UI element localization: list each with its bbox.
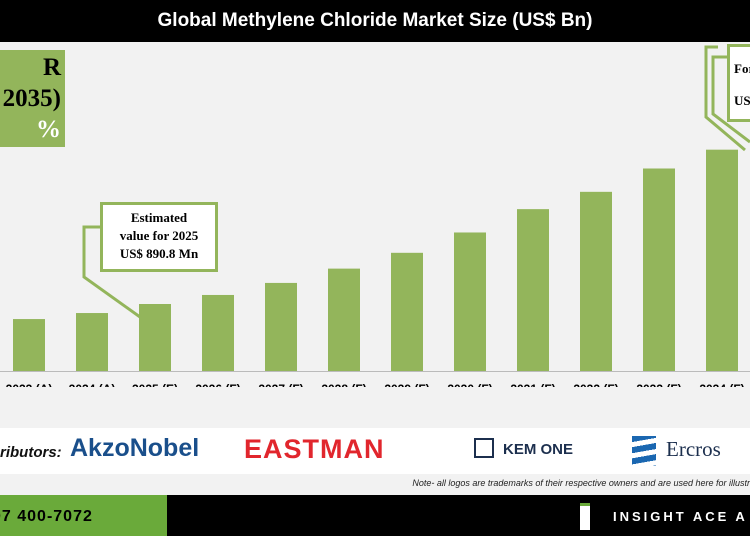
brand-logo-icon	[580, 503, 590, 530]
callout-connector-right	[704, 45, 746, 152]
bar-chart: 2023 (A) 2024 (A) 2025 (E) 2026 (F) 2027 (F)…	[0, 45, 750, 387]
x-tick-label: 2023 (A)	[6, 382, 53, 387]
phone-number: 07 400-7072	[0, 495, 167, 536]
x-tick-label: 2034 (F)	[699, 382, 744, 387]
bar-2031 (F)	[517, 209, 549, 371]
bar-2026 (F)	[202, 294, 234, 371]
callout-line: For	[734, 61, 750, 76]
x-tick-label: 2033 (F)	[636, 382, 681, 387]
ercros-icon	[632, 436, 656, 466]
cagr-box: R 2035) %	[0, 50, 65, 147]
trademark-note: Note- all logos are trademarks of their …	[412, 478, 750, 488]
bar-2028 (F)	[328, 268, 360, 371]
cagr-line-1: R	[42, 54, 61, 81]
chart-title: Global Methylene Chloride Market Size (U…	[0, 0, 750, 42]
cagr-line-2: 2035)	[2, 85, 61, 112]
x-tick-label: 2029 (F)	[384, 382, 429, 387]
x-tick-label: 2028 (F)	[321, 382, 366, 387]
bar-2032 (F)	[580, 191, 612, 371]
bar-2025 (E)	[139, 304, 171, 371]
logo-akzonobel: AkzoNobel	[70, 434, 200, 462]
callout-forecast: For US$	[727, 44, 750, 122]
callout-connector-right	[711, 55, 750, 144]
callout-line: US$ 890.8 Mn	[119, 246, 199, 261]
bar-2030 (F)	[454, 232, 486, 371]
distributors-label: ributors:	[0, 444, 62, 461]
callout-line: Estimated	[130, 210, 188, 225]
kemone-icon	[474, 438, 494, 458]
bar-2027 (F)	[265, 282, 297, 371]
x-tick-label: 2024 (A)	[69, 382, 116, 387]
x-tick-label: 2030 (F)	[447, 382, 492, 387]
callout-2025: Estimated value for 2025 US$ 890.8 Mn	[100, 202, 218, 272]
cagr-value: %	[36, 116, 61, 143]
callout-line: value for 2025	[119, 228, 199, 243]
bar-2033 (F)	[643, 168, 675, 371]
bar-2023 (A)	[13, 319, 45, 371]
logo-ercros: Ercros	[666, 437, 721, 461]
distributors-logos: ributors: AkzoNobel EASTMAN KEM ONE Ercr…	[0, 428, 750, 474]
x-tick-label: 2031 (F)	[510, 382, 555, 387]
logo-kemone: KEM ONE	[503, 441, 574, 458]
x-tick-label: 2027 (F)	[258, 382, 303, 387]
bar-2034 (F)	[706, 149, 738, 371]
logo-eastman: EASTMAN	[244, 434, 385, 464]
x-tick-label: 2032 (F)	[573, 382, 618, 387]
x-tick-label: 2025 (E)	[132, 382, 178, 387]
bar-2029 (F)	[391, 252, 423, 371]
callout-line: US$	[734, 93, 750, 108]
footer: 07 400-7072 INSIGHT ACE A	[0, 495, 750, 536]
bar-2024 (A)	[76, 313, 108, 371]
brand-name: INSIGHT ACE A	[613, 509, 748, 524]
x-tick-label: 2026 (F)	[195, 382, 240, 387]
callout-connector	[82, 225, 141, 319]
